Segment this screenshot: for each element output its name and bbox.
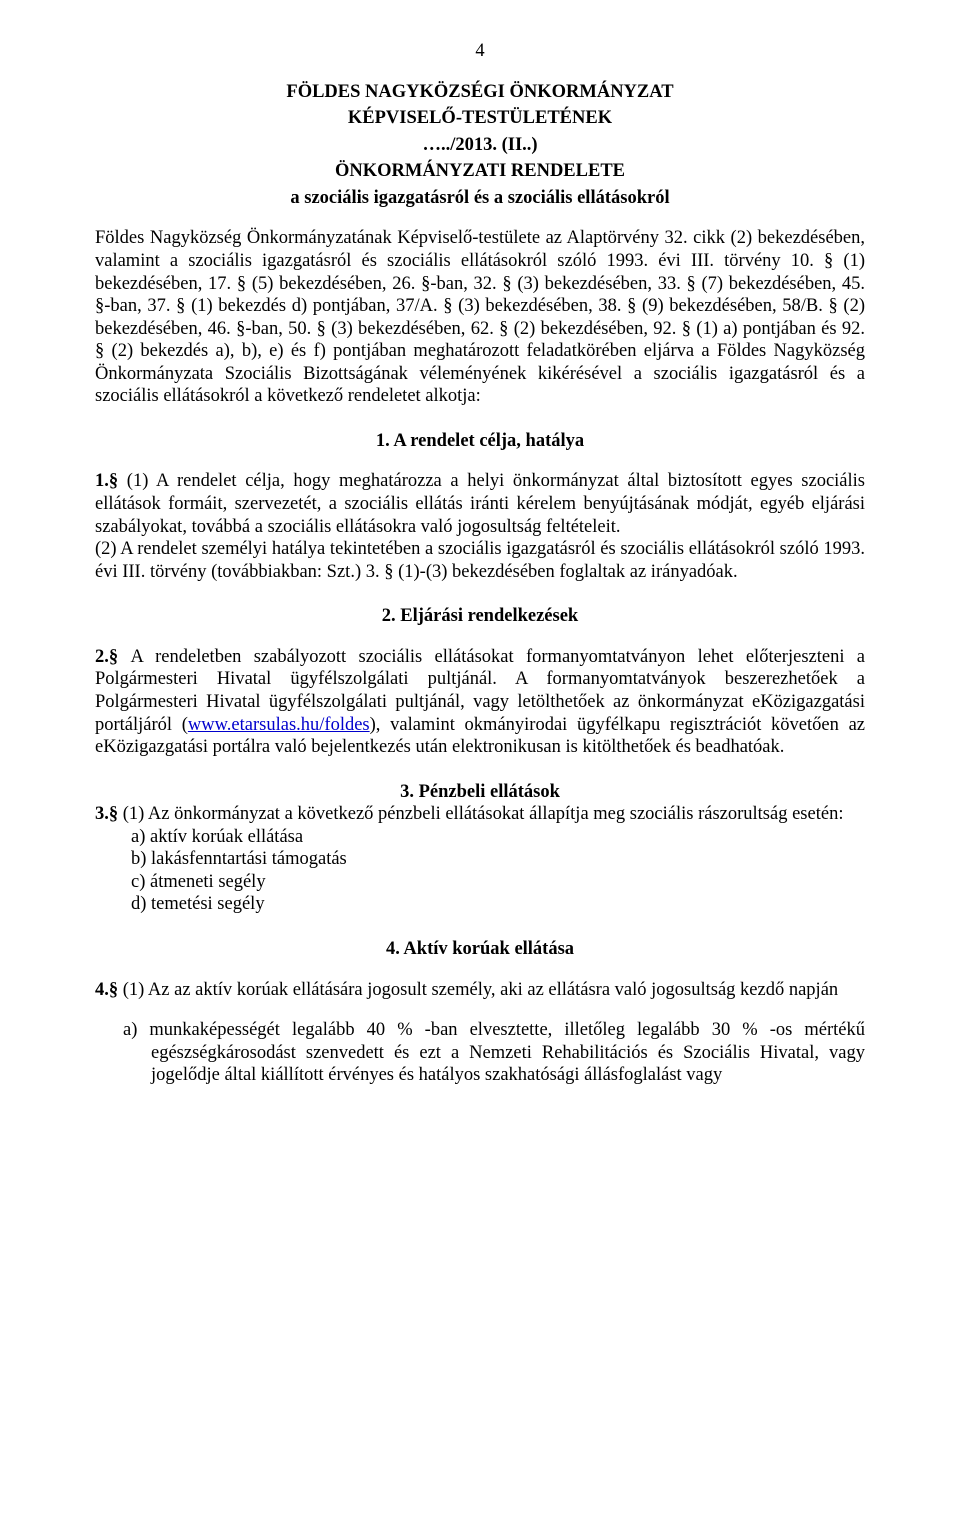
document-page: 4 FÖLDES NAGYKÖZSÉGI ÖNKORMÁNYZAT KÉPVIS…	[0, 0, 960, 1517]
section-3-p1-text: (1) Az önkormányzat a következő pénzbeli…	[123, 804, 844, 824]
list-item: a) munkaképességét legalább 40 % -ban el…	[95, 1019, 865, 1087]
doc-title-line1: FÖLDES NAGYKÖZSÉGI ÖNKORMÁNYZAT	[95, 81, 865, 104]
page-number: 4	[95, 40, 865, 63]
section-3-lead: 3.§	[95, 804, 123, 824]
section-4-para-1: 4.§ (1) Az az aktív korúak ellátására jo…	[95, 979, 865, 1002]
section-1-para-1: 1.§ (1) A rendelet célja, hogy meghatáro…	[95, 470, 865, 538]
portal-link[interactable]: www.etarsulas.hu/foldes	[188, 715, 370, 735]
section-4-lead: 4.§	[95, 980, 123, 1000]
preamble-paragraph: Földes Nagyközség Önkormányzatának Képvi…	[95, 227, 865, 408]
section-3-list: a) aktív korúak ellátása b) lakásfenntar…	[131, 826, 865, 916]
doc-subtitle: a szociális igazgatásról és a szociális …	[95, 187, 865, 210]
list-item: b) lakásfenntartási támogatás	[131, 848, 865, 871]
section-4-p1-text: (1) Az az aktív korúak ellátására jogosu…	[123, 980, 838, 1000]
section-1-p1-text: (1) A rendelet célja, hogy meghatározza …	[95, 471, 865, 536]
section-1-para-2: (2) A rendelet személyi hatálya tekintet…	[95, 538, 865, 583]
section-4-list: a) munkaképességét legalább 40 % -ban el…	[95, 1019, 865, 1087]
doc-title-line3: …../2013. (II..)	[95, 134, 865, 157]
section-3-para-1: 3.§ (1) Az önkormányzat a következő pénz…	[95, 803, 865, 826]
doc-title-line4: ÖNKORMÁNYZATI RENDELETE	[95, 160, 865, 183]
section-1-heading: 1. A rendelet célja, hatálya	[95, 430, 865, 453]
section-2-heading: 2. Eljárási rendelkezések	[95, 605, 865, 628]
section-3-heading: 3. Pénzbeli ellátások	[95, 781, 865, 804]
list-item: c) átmeneti segély	[131, 871, 865, 894]
section-2-para-1: 2.§ A rendeletben szabályozott szociális…	[95, 646, 865, 759]
list-item: d) temetési segély	[131, 893, 865, 916]
section-4-heading: 4. Aktív korúak ellátása	[95, 938, 865, 961]
list-item: a) aktív korúak ellátása	[131, 826, 865, 849]
section-1-lead: 1.§	[95, 471, 127, 491]
section-2-lead: 2.§	[95, 647, 130, 667]
doc-title-line2: KÉPVISELŐ-TESTÜLETÉNEK	[95, 107, 865, 130]
